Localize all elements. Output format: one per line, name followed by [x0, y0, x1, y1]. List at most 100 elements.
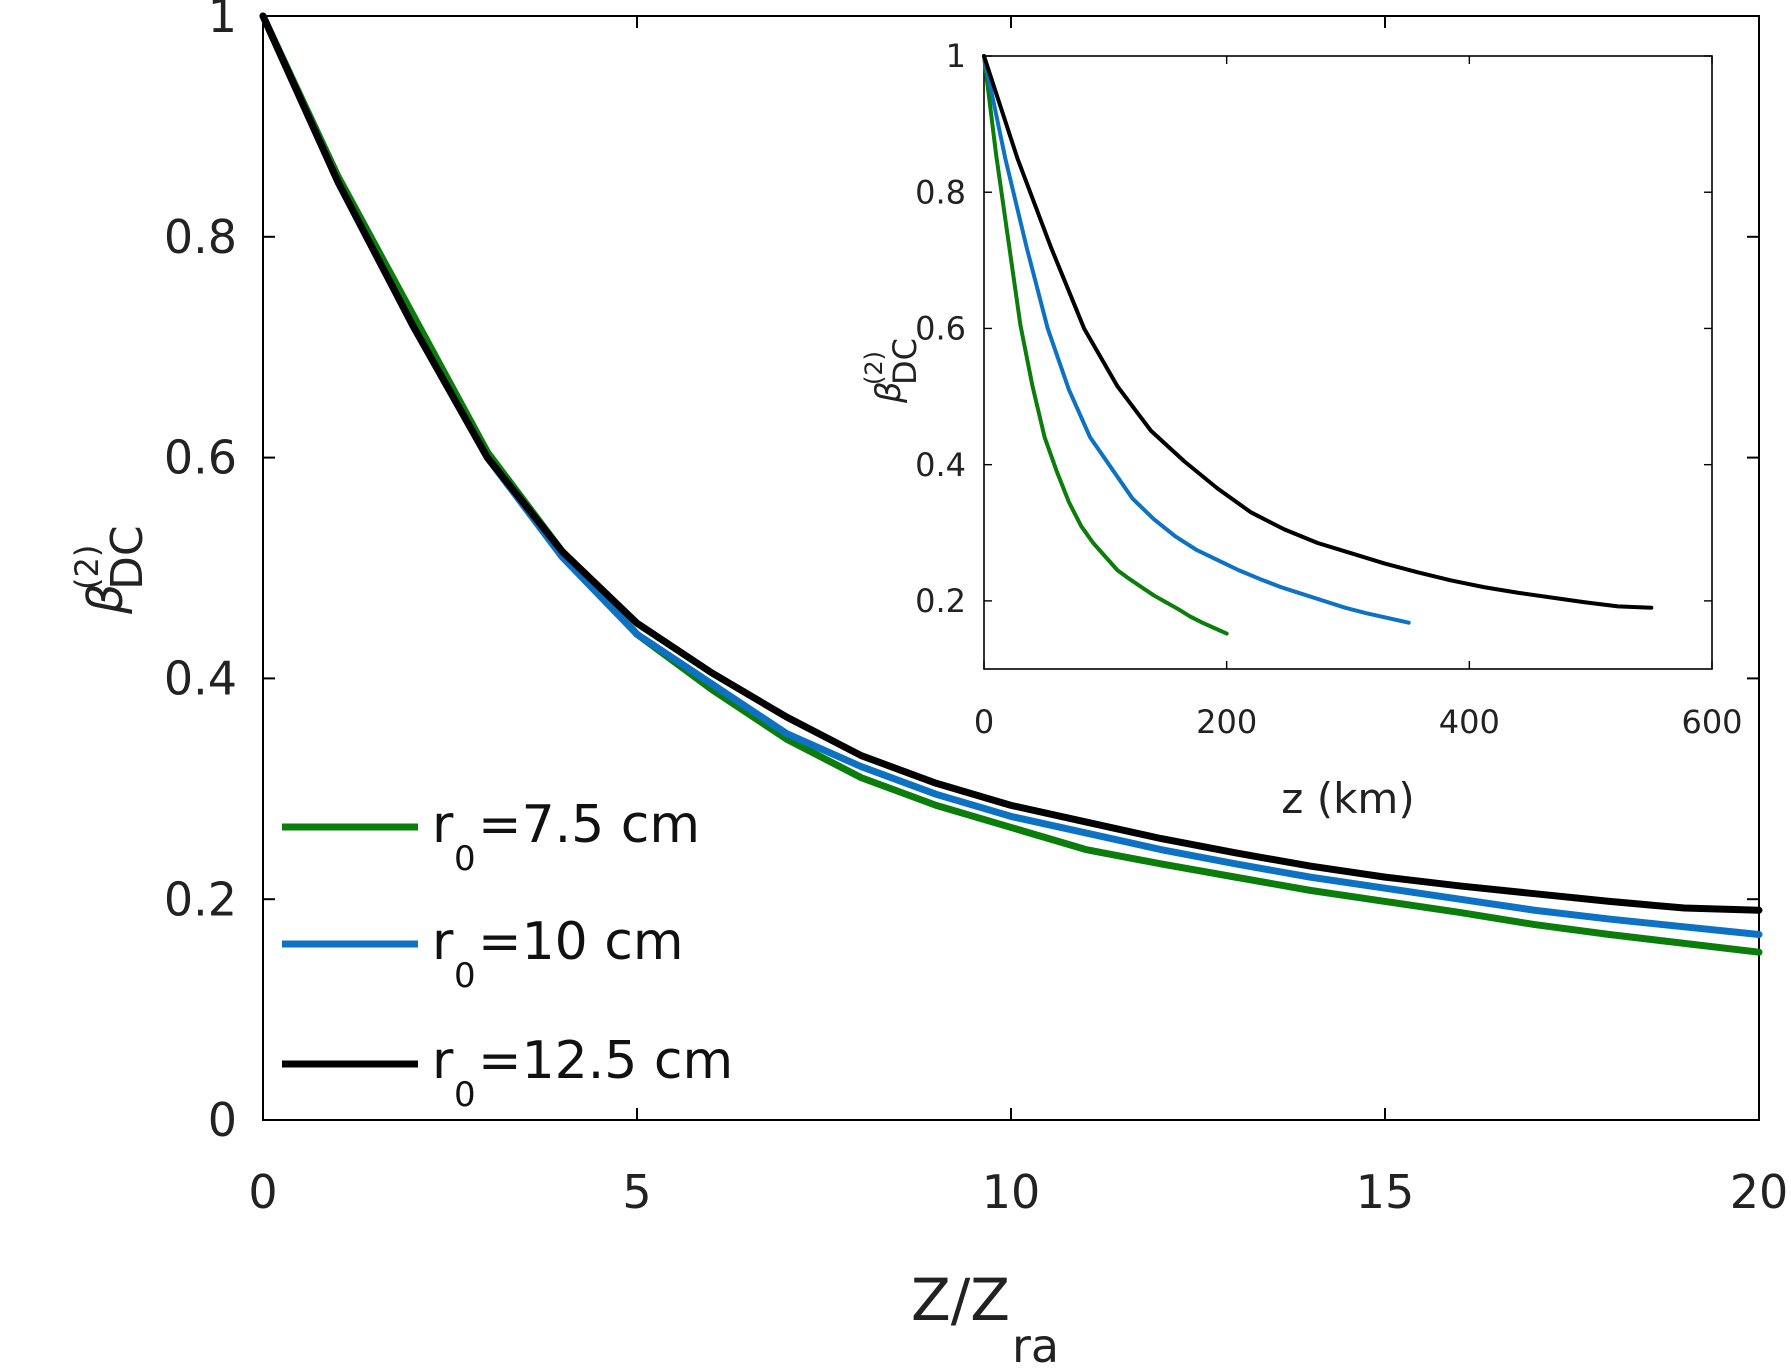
main-series-2-point-1	[336, 180, 339, 183]
inset-y-tick-labels: 0.2 0.4 0.6 0.8 1	[915, 37, 966, 620]
inset-series-0-point-13	[1140, 586, 1143, 589]
inset-y-axis-label-sub: DC	[886, 338, 924, 385]
main-series-1-point-7	[785, 732, 788, 735]
inset-series-2-point-16	[1516, 591, 1519, 594]
main-series-2-point-4	[561, 550, 564, 553]
main-series-2-point-17	[1533, 892, 1536, 895]
inset-x-tick-labels: 0 200 400 600	[974, 703, 1743, 741]
main-series-2-point-9	[935, 782, 938, 785]
main-series-1-point-19	[1683, 925, 1686, 928]
inset-series-2-point-10	[1316, 542, 1319, 544]
main-series-0-point-10	[1010, 826, 1012, 829]
main-series	[259, 12, 1763, 956]
inset-series-1-point-18	[1365, 612, 1368, 615]
main-x-tick-label-3: 15	[1356, 1165, 1415, 1219]
inset-series	[982, 54, 1654, 636]
inset-x-tick-label-2: 400	[1439, 703, 1500, 741]
main-y-tick-label-4: 0.8	[164, 210, 237, 264]
legend-label-black-sub: 0	[454, 1075, 476, 1115]
main-series-0-point-15	[1384, 900, 1386, 903]
main-y-tick-labels: 0 0.2 0.4 0.6 0.8 1	[164, 0, 237, 1147]
inset-y-tick-label-3: 0.8	[915, 173, 966, 211]
inset-series-2-point-1	[1016, 157, 1019, 160]
main-series-2-point-16	[1458, 885, 1461, 887]
inset-series-1-point-11	[1216, 559, 1219, 561]
inset-x-axis-label: z (km)	[1281, 774, 1414, 823]
inset-series-1-point-19	[1386, 617, 1389, 619]
main-series-2-point-10	[1010, 804, 1012, 807]
main-series-0-point-2	[411, 313, 414, 315]
inset-series-1-point-15	[1301, 593, 1304, 595]
inset-series-0-point-18	[1201, 621, 1204, 624]
main-series-2-point-6	[710, 671, 713, 674]
inset-series-2-point-11	[1350, 552, 1352, 555]
main-series-2-point-18	[1608, 900, 1611, 903]
inset-x-tick-label-3: 600	[1681, 703, 1742, 741]
legend-label-green-sub: 0	[454, 839, 476, 879]
inset-series-2-point-9	[1283, 528, 1286, 531]
inset-series-0-point-10	[1104, 555, 1107, 558]
inset-series-2-point-5	[1149, 429, 1152, 432]
legend: r 0 =7.5 cm r 0 =10 cm r 0 =12.5 cm	[282, 795, 733, 1115]
main-series-2-point-7	[785, 716, 788, 718]
main-series-1-point-5	[636, 633, 638, 636]
inset-series-2-point-3	[1083, 327, 1085, 330]
inset-series-0-point-12	[1128, 578, 1131, 580]
legend-label-black-suffix: =12.5 cm	[478, 1031, 733, 1091]
main-series-2-point-0	[262, 15, 264, 17]
inset-series-1-point-13	[1259, 578, 1261, 580]
inset-series-1-point-5	[1089, 436, 1092, 439]
main-series-0-point-17	[1533, 923, 1536, 926]
inset-y-tick-label-2: 0.6	[915, 310, 966, 348]
inset-series-1-point-12	[1237, 569, 1240, 572]
inset-series-0-point-5	[1043, 436, 1046, 439]
main-series-0-point-6	[710, 688, 713, 691]
inset-series-2-point-2	[1049, 245, 1052, 248]
inset-series-1-point-7	[1131, 497, 1134, 500]
main-series-1-point-9	[935, 793, 938, 796]
inset-series-2-point-15	[1483, 586, 1486, 589]
inset-series-2-point-0	[983, 55, 985, 57]
inset-background	[984, 56, 1712, 669]
main-x-tick-label-4: 20	[1730, 1165, 1789, 1219]
inset-series-2-point-19	[1617, 605, 1619, 608]
inset-series-0-point-8	[1080, 525, 1082, 527]
main-y-axis-label-sub: DC	[102, 525, 153, 590]
legend-label-blue-suffix: =10 cm	[478, 912, 684, 972]
inset-series-2-point-12	[1383, 562, 1386, 565]
legend-label-green-suffix: =7.5 cm	[478, 795, 700, 855]
inset-series-0-point-15	[1165, 601, 1167, 604]
inset-y-tick-label-1: 0.4	[915, 446, 966, 484]
inset-series-0-point-2	[1007, 239, 1010, 241]
main-y-axis-symbol: β	[78, 583, 134, 615]
inset-series-0-point-4	[1031, 385, 1034, 388]
inset-x-tick-label-0: 0	[974, 703, 994, 741]
inset-series-0-point-3	[1019, 324, 1022, 326]
main-x-axis-label-sub: ra	[1012, 1319, 1059, 1370]
main-x-axis-label: Z/Z	[911, 1266, 1010, 1334]
main-series-0-point-9	[935, 804, 938, 807]
inset-series-2-point-7	[1216, 487, 1219, 490]
main-series-1-point-20	[1758, 933, 1760, 936]
inset-series-0-point-17	[1189, 615, 1192, 618]
inset-series-0-point-1	[995, 153, 998, 156]
inset-x-tick-label-1: 200	[1196, 703, 1257, 741]
main-y-tick-label-5: 1	[208, 0, 237, 43]
main-series-1-point-17	[1533, 909, 1536, 912]
inset-series-1-point-16	[1322, 599, 1325, 602]
main-series-2-point-14	[1309, 865, 1312, 867]
inset-y-axis-label: β (2) DC	[860, 338, 924, 404]
main-series-1-point-14	[1309, 876, 1312, 879]
main-series-1-point-18	[1608, 918, 1611, 920]
main-series-0-point-18	[1608, 933, 1611, 936]
legend-label-blue-sub: 0	[454, 956, 476, 996]
main-y-axis-label-sup: (2)	[68, 545, 106, 590]
main-plot: 0 5 10 15 20 00.20.40.60.81 Z/Z ra β (2) DC …	[68, 0, 1788, 1370]
main-series-2-point-12	[1159, 837, 1162, 840]
main-x-tick-labels: 0 5 10 15 20	[248, 1165, 1788, 1219]
inset-y-tick-label-0: 0.2	[915, 582, 966, 620]
legend-label-blue: r	[432, 912, 454, 972]
main-series-2-point-5	[636, 622, 638, 625]
